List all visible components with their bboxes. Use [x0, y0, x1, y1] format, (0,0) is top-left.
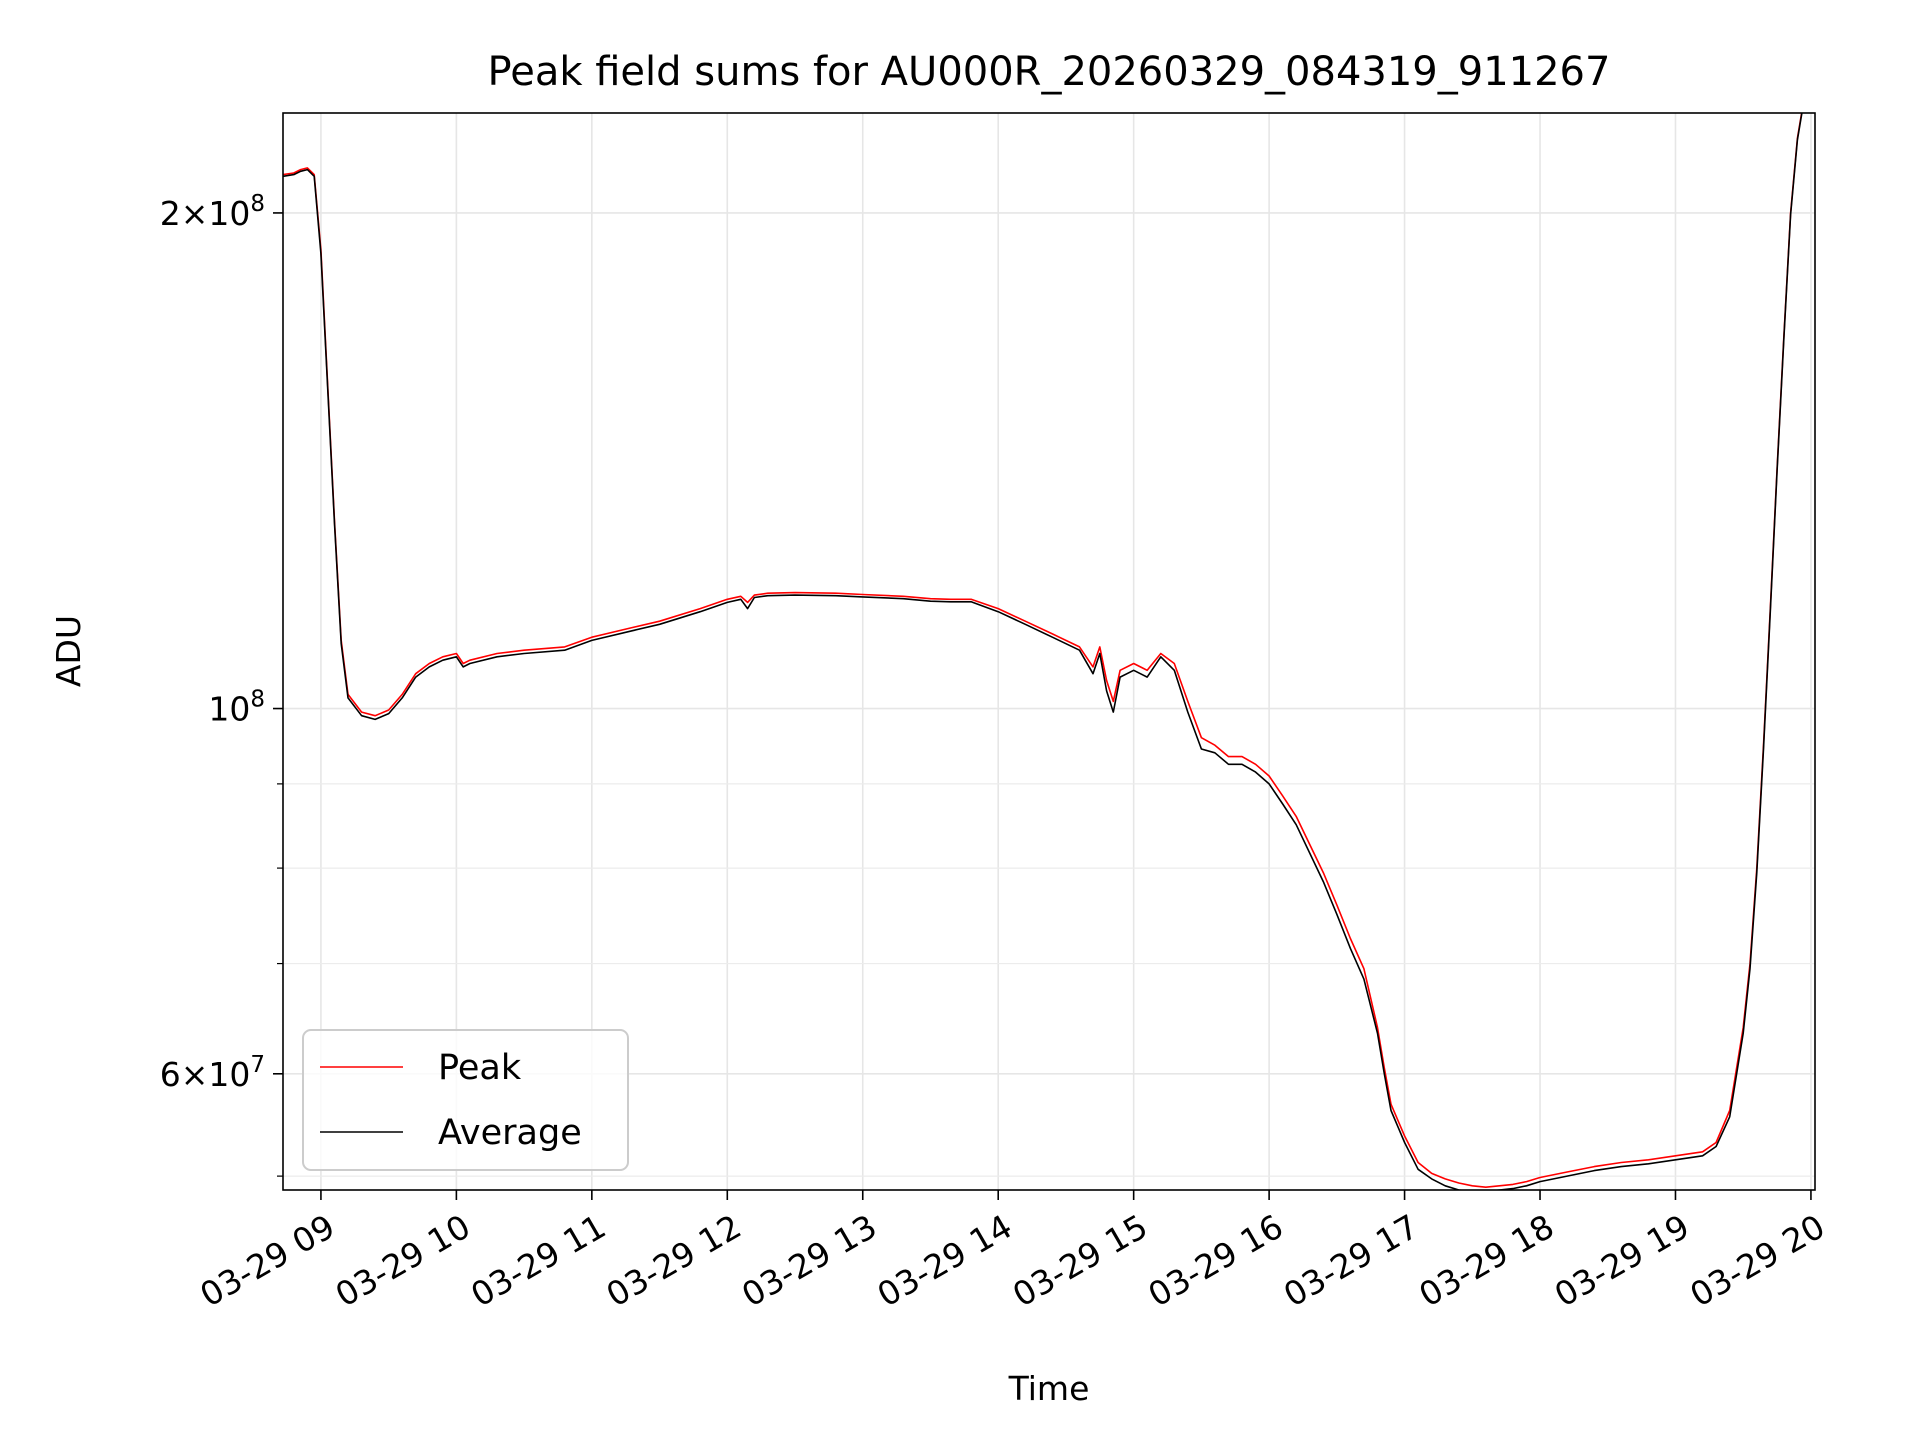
- plot-frame: [282, 112, 1816, 1191]
- y-tick-label: 2×108: [160, 191, 265, 233]
- series-average-line: [283, 113, 1803, 1190]
- legend: Peak Average: [302, 1029, 629, 1171]
- chart-title: Peak field sums for AU000R_20260329_0843…: [488, 49, 1611, 95]
- y-tick-exponent: 8: [250, 687, 265, 713]
- legend-peak-label: Peak: [438, 1048, 522, 1088]
- legend-average-label: Average: [438, 1113, 582, 1153]
- y-axis-label: ADU: [49, 615, 88, 687]
- legend-box: [302, 1029, 629, 1171]
- plot-area: [283, 113, 1815, 1190]
- y-tick-base: 2×: [160, 194, 209, 233]
- y-tick-exponent: 7: [250, 1052, 265, 1078]
- y-tick-base: 6×: [160, 1055, 209, 1094]
- series-layer: [283, 113, 1803, 1190]
- grid: [283, 113, 1815, 1190]
- y-tick-label: 108: [208, 687, 265, 729]
- series-peak-line: [283, 113, 1803, 1188]
- x-axis-label: Time: [1008, 1369, 1090, 1408]
- y-axis: 6×107 108 2×108: [160, 191, 283, 1177]
- y-tick-exponent: 8: [250, 191, 265, 217]
- y-tick-label: 6×107: [160, 1052, 265, 1094]
